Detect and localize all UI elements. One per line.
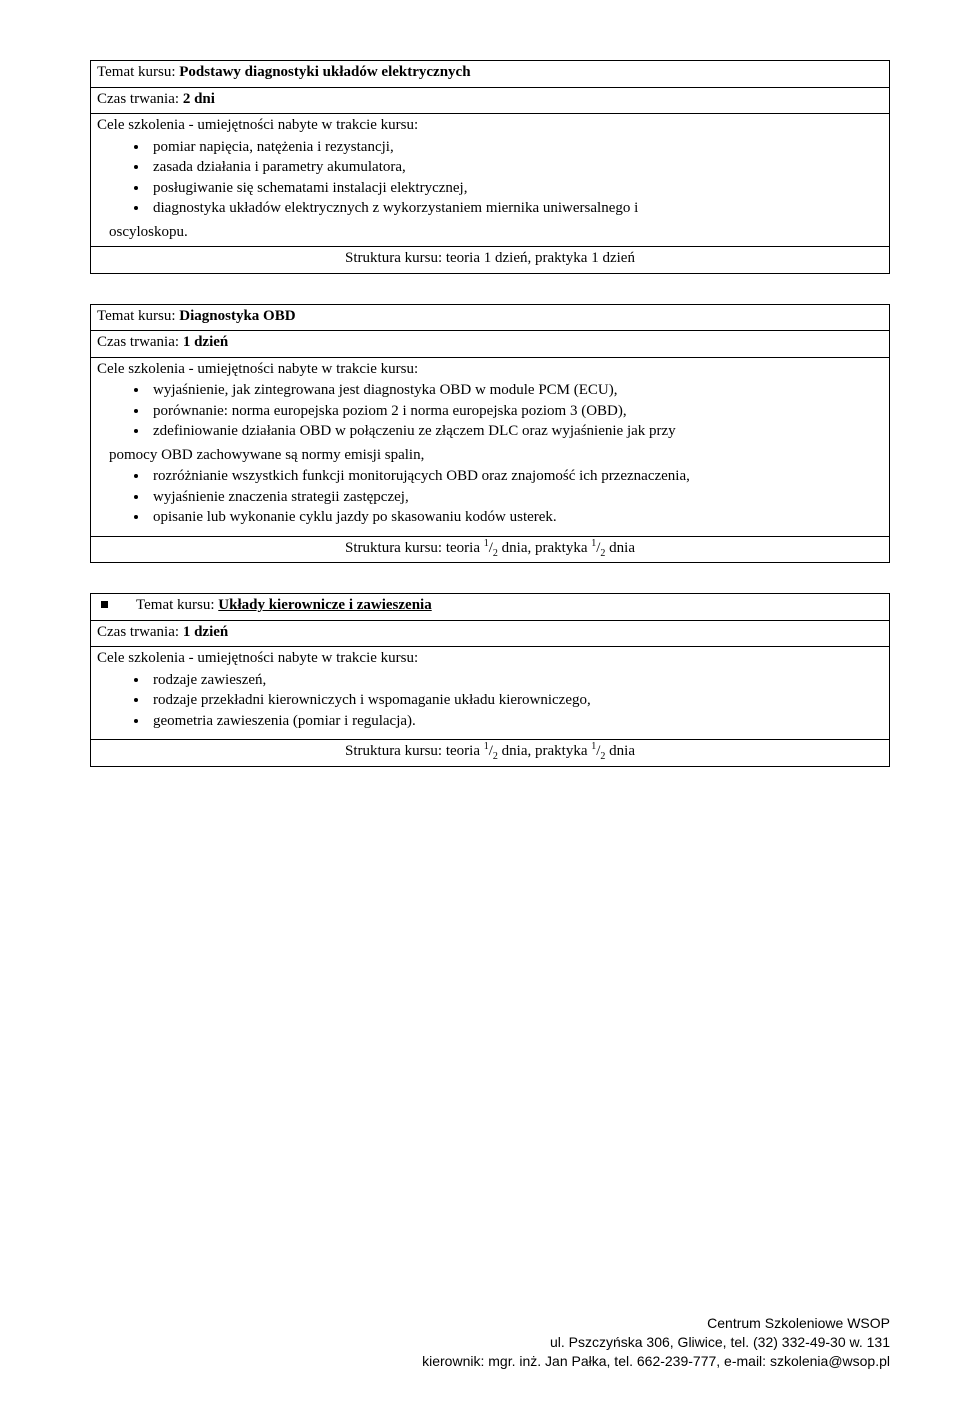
course2-title: Diagnostyka OBD	[179, 308, 295, 324]
course1-goals-trailing: oscyloskopu.	[109, 223, 883, 243]
page-footer: Centrum Szkoleniowe WSOP ul. Pszczyńska …	[422, 1314, 890, 1371]
struct-mid: dnia, praktyka	[498, 743, 591, 759]
course3-duration-row: Czas trwania: 1 dzień	[91, 620, 890, 647]
course3-duration: 1 dzień	[183, 624, 228, 640]
course2-structure: Struktura kursu: teoria 1/2 dnia, prakty…	[91, 536, 890, 563]
course1-title-row: Temat kursu: Podstawy diagnostyki układó…	[91, 61, 890, 88]
struct-prefix: Struktura kursu: teoria	[345, 743, 484, 759]
course3-goals-cell: Cele szkolenia - umiejętności nabyte w t…	[91, 647, 890, 740]
square-bullet-icon	[101, 601, 108, 608]
duration-prefix: Czas trwania:	[97, 334, 183, 350]
goals-heading: Cele szkolenia - umiejętności nabyte w t…	[97, 361, 418, 377]
list-item: rodzaje zawieszeń,	[149, 671, 883, 691]
course2-goals-list: wyjaśnienie, jak zintegrowana jest diagn…	[97, 381, 883, 442]
course-table-3: Temat kursu: Układy kierownicze i zawies…	[90, 593, 890, 767]
course3-title: Układy kierownicze i zawieszenia	[218, 597, 431, 613]
list-item: diagnostyka układów elektrycznych z wyko…	[149, 199, 883, 219]
struct-suffix: dnia	[605, 540, 635, 556]
course2-goals-trailing1: pomocy OBD zachowywane są normy emisji s…	[109, 446, 883, 466]
goals-heading: Cele szkolenia - umiejętności nabyte w t…	[97, 117, 418, 133]
course1-duration-row: Czas trwania: 2 dni	[91, 87, 890, 114]
course3-goals-list: rodzaje zawieszeń, rodzaje przekładni ki…	[97, 671, 883, 732]
course1-duration: 2 dni	[183, 91, 215, 107]
list-item: rozróżnianie wszystkich funkcji monitoru…	[149, 467, 883, 487]
course-table-2: Temat kursu: Diagnostyka OBD Czas trwani…	[90, 304, 890, 564]
struct-mid: dnia, praktyka	[498, 540, 591, 556]
course2-goals-cell: Cele szkolenia - umiejętności nabyte w t…	[91, 357, 890, 536]
list-item: wyjaśnienie, jak zintegrowana jest diagn…	[149, 381, 883, 401]
footer-line1: Centrum Szkoleniowe WSOP	[422, 1314, 890, 1333]
footer-line3: kierownik: mgr. inż. Jan Pałka, tel. 662…	[422, 1352, 890, 1371]
duration-prefix: Czas trwania:	[97, 624, 183, 640]
course2-duration: 1 dzień	[183, 334, 228, 350]
list-item: wyjaśnienie znaczenia strategii zastępcz…	[149, 488, 883, 508]
list-item: porównanie: norma europejska poziom 2 i …	[149, 402, 883, 422]
course3-structure: Struktura kursu: teoria 1/2 dnia, prakty…	[91, 740, 890, 767]
struct-suffix: dnia	[605, 743, 635, 759]
frac-num: 1	[591, 741, 596, 752]
course-table-1: Temat kursu: Podstawy diagnostyki układó…	[90, 60, 890, 274]
course3-title-row: Temat kursu: Układy kierownicze i zawies…	[91, 594, 890, 621]
course1-goals-cell: Cele szkolenia - umiejętności nabyte w t…	[91, 114, 890, 247]
course2-duration-row: Czas trwania: 1 dzień	[91, 331, 890, 358]
list-item: pomiar napięcia, natężenia i rezystancji…	[149, 138, 883, 158]
topic-prefix: Temat kursu:	[97, 308, 179, 324]
course1-goals-list: pomiar napięcia, natężenia i rezystancji…	[97, 138, 883, 219]
course2-goals-list2: rozróżnianie wszystkich funkcji monitoru…	[97, 467, 883, 528]
course1-structure: Struktura kursu: teoria 1 dzień, praktyk…	[91, 247, 890, 274]
frac-num: 1	[484, 741, 489, 752]
list-item: posługiwanie się schematami instalacji e…	[149, 179, 883, 199]
frac-num: 1	[591, 538, 596, 549]
list-item: zdefiniowanie działania OBD w połączeniu…	[149, 422, 883, 442]
goals-heading: Cele szkolenia - umiejętności nabyte w t…	[97, 650, 418, 666]
list-item: opisanie lub wykonanie cyklu jazdy po sk…	[149, 508, 883, 528]
footer-line2: ul. Pszczyńska 306, Gliwice, tel. (32) 3…	[422, 1333, 890, 1352]
struct-prefix: Struktura kursu: teoria	[345, 540, 484, 556]
course1-title: Podstawy diagnostyki układów elektryczny…	[179, 64, 470, 80]
topic-prefix: Temat kursu:	[136, 597, 218, 613]
list-item: rodzaje przekładni kierowniczych i wspom…	[149, 691, 883, 711]
list-item: zasada działania i parametry akumulatora…	[149, 158, 883, 178]
duration-prefix: Czas trwania:	[97, 91, 183, 107]
topic-prefix: Temat kursu:	[97, 64, 179, 80]
course2-title-row: Temat kursu: Diagnostyka OBD	[91, 304, 890, 331]
list-item: geometria zawieszenia (pomiar i regulacj…	[149, 712, 883, 732]
frac-num: 1	[484, 538, 489, 549]
